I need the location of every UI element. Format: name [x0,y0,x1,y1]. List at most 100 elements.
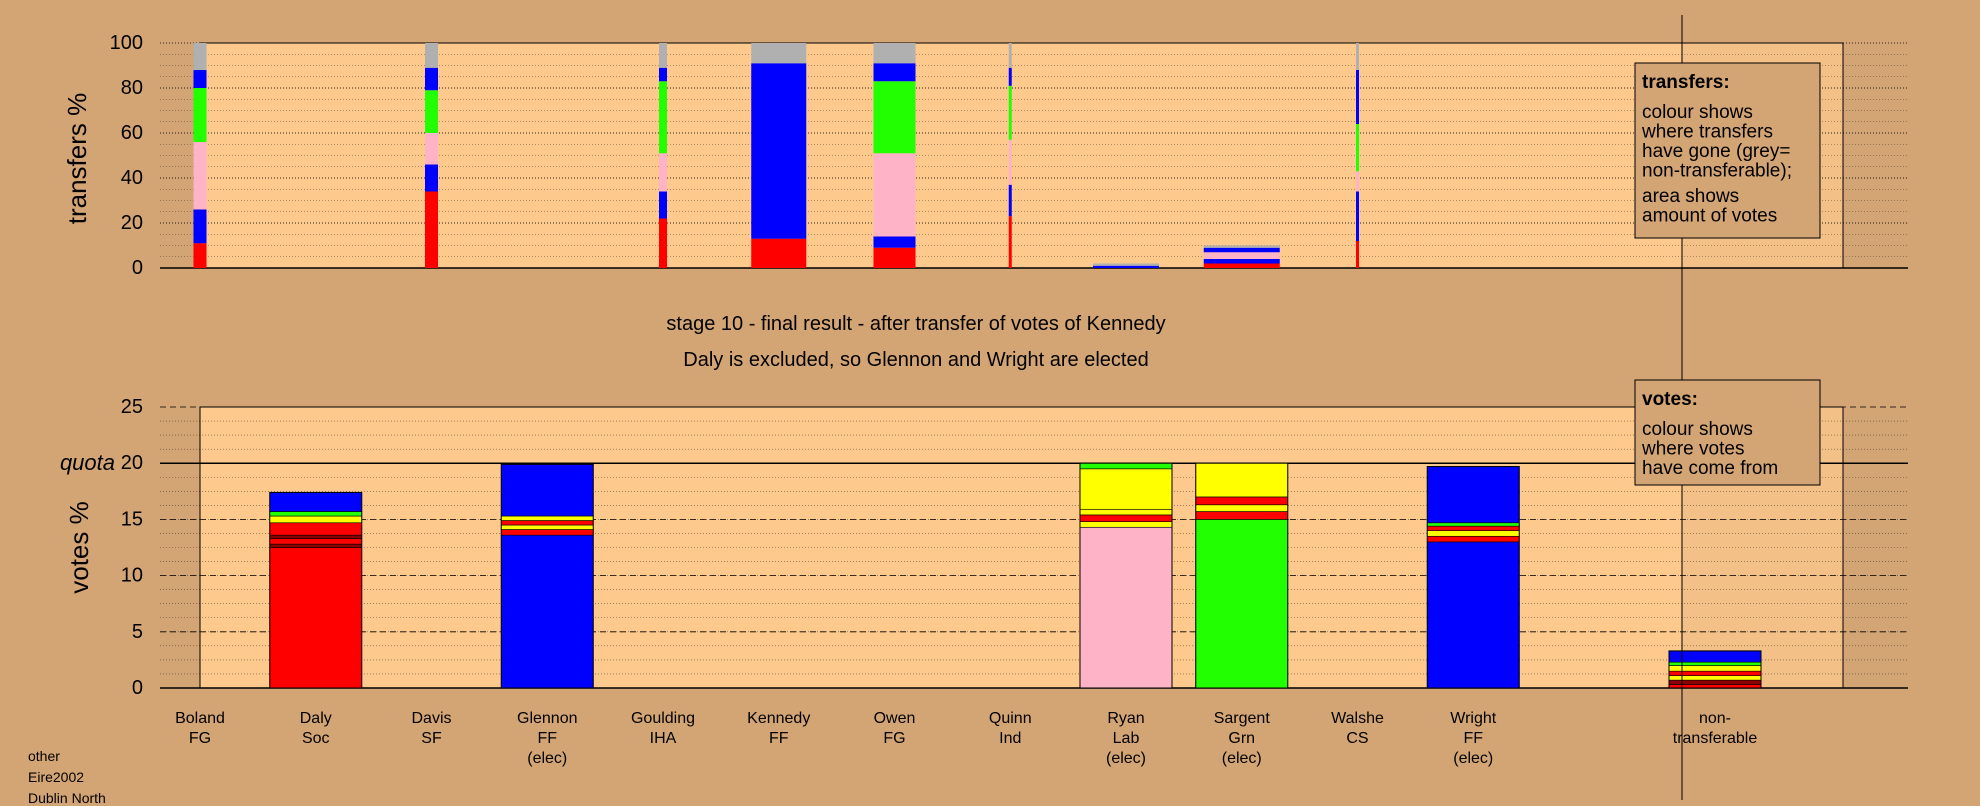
footer-other: other [28,748,60,764]
transfers-segment-goulding [659,81,667,154]
votes-segment-glennon [500,515,594,521]
transfers-segment-davis [425,43,438,68]
transfers-segment-goulding [659,218,667,268]
transfers-segment-goulding [659,67,667,82]
transfers-segment-kennedy [751,43,807,64]
votes-segment-daly [269,511,363,517]
footer-election: Eire2002 [28,769,85,785]
votes-bar-glennon [500,463,594,689]
candidate-party: CS [1346,730,1368,747]
votes-segment-wright [1426,522,1520,527]
votes-segment-glennon [500,464,594,517]
votes-bar-non-transferable [1668,650,1762,689]
votes-segment-sargent [1195,519,1289,689]
transfers-tick-label: 80 [121,77,143,99]
transfers-segment-quinn [1008,216,1012,268]
votes-segment-glennon [500,529,594,536]
candidate-party: Grn [1228,730,1255,747]
legend-title: transfers: [1642,72,1730,93]
candidate-party: IHA [650,730,677,747]
transfers-segment-kennedy [751,238,807,268]
legend-line: colour shows [1642,102,1753,123]
transfers-tick-label: 40 [121,167,143,189]
votes-segment-non-transferable [1668,665,1762,672]
non-transferable-label: non- [1699,710,1731,727]
candidate-name: Ryan [1107,710,1144,727]
candidate-name: Boland [175,710,225,727]
votes-segment-glennon [500,520,594,526]
candidate-status: (elec) [1453,750,1493,767]
votes-segment-non-transferable [1668,679,1762,685]
votes-axis-title: votes % [64,501,94,594]
votes-segment-non-transferable [1668,650,1762,663]
votes-tick-label: 10 [121,565,143,587]
transfers-segment-quinn [1008,85,1012,140]
transfers-segment-ryan [1093,265,1159,268]
transfers-segment-walshe [1356,124,1359,172]
candidate-name: Goulding [631,710,695,727]
candidate-party: Ind [999,730,1021,747]
legend-line: have come from [1642,458,1778,479]
votes-tick-label: 5 [132,621,143,643]
legend-line: amount of votes [1642,206,1777,227]
votes-bar-ryan [1079,462,1173,689]
votes-segment-ryan [1079,462,1173,470]
votes-segment-wright [1426,530,1520,537]
candidate-name: Davis [411,710,451,727]
transfers-segment-davis [425,90,438,133]
transfers-segment-davis [425,164,438,192]
transfers-segment-owen [873,247,916,268]
votes-segment-daly [269,522,363,536]
votes-tick-label: 15 [121,508,143,530]
transfers-segment-goulding [659,43,667,68]
candidate-status: (elec) [1222,750,1262,767]
votes-segment-glennon [500,524,594,530]
votes-segment-ryan [1079,508,1173,516]
legend-title: votes: [1642,389,1698,410]
non-transferable-label: transferable [1673,730,1758,747]
transfers-segment-owen [873,81,916,154]
votes-segment-daly [269,543,363,548]
transfers-segment-kennedy [751,63,807,239]
legend-box-1 [1634,379,1821,486]
candidate-name: Kennedy [747,710,810,727]
votes-segment-ryan [1079,468,1173,510]
transfers-segment-boland [193,209,207,244]
transfers-segment-boland [193,243,207,268]
transfers-segment-goulding [659,153,667,192]
quota-label: quota [60,450,115,475]
legend-line: have gone (grey= [1642,141,1790,162]
transfers-segment-goulding [659,191,667,219]
candidate-status: (elec) [1106,750,1146,767]
transfers-segment-boland [193,70,207,88]
votes-segment-ryan [1079,514,1173,522]
votes-segment-sargent [1195,511,1289,520]
legend-box-0 [1634,62,1821,239]
candidate-party: FF [537,730,557,747]
candidate-name: Walshe [1331,710,1384,727]
votes-segment-daly [269,515,363,524]
transfers-segment-ryan [1093,263,1159,266]
votes-segment-glennon [500,534,594,689]
votes-segment-non-transferable [1668,684,1762,689]
legend-line: colour shows [1642,419,1753,440]
candidate-name: Owen [874,710,916,727]
candidate-name: Quinn [989,710,1032,727]
candidate-name: Daly [300,710,332,727]
transfers-segment-owen [873,153,916,237]
candidate-party: FF [769,730,789,747]
candidate-name: Sargent [1214,710,1271,727]
legend-line: where transfers [1641,122,1773,143]
transfers-segment-sargent [1203,245,1280,248]
transfers-segment-davis [425,133,438,165]
votes-tick-label: 20 [121,452,143,474]
transfers-segment-quinn [1008,139,1012,185]
footer-constituency: Dublin North [28,790,106,806]
transfers-tick-label: 0 [132,257,143,279]
votes-bar-sargent [1195,462,1289,689]
transfers-tick-label: 100 [110,32,143,54]
votes-tick-label: 25 [121,396,143,418]
votes-segment-daly [269,492,363,512]
votes-segment-wright [1426,466,1520,524]
